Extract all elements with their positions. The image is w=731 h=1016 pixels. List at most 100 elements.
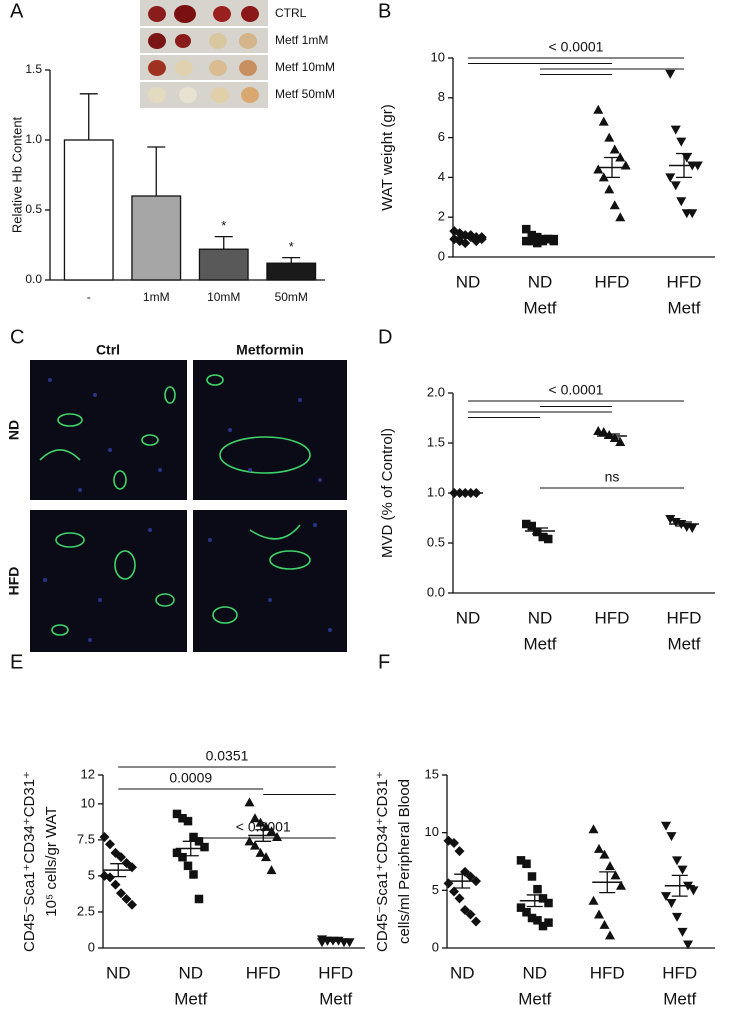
y-tick-label: 0.5 xyxy=(25,202,42,216)
significance-label: * xyxy=(289,239,294,254)
x-tick-label: HFD xyxy=(595,272,630,291)
pellet xyxy=(211,87,229,103)
data-point xyxy=(127,899,137,910)
inset-label: CTRL xyxy=(275,6,307,20)
data-point xyxy=(598,172,609,182)
data-point xyxy=(110,879,121,890)
data-point xyxy=(544,918,553,927)
bar xyxy=(63,139,114,281)
y-axis-label: CD45⁻Sca1⁺CD34⁺CD31⁺ xyxy=(21,771,38,952)
y-tick-label: 0.5 xyxy=(427,534,445,549)
data-point xyxy=(116,888,126,899)
row-label: ND xyxy=(6,420,22,440)
x-tick-label: HFD xyxy=(246,963,281,982)
data-point xyxy=(593,104,604,114)
data-point xyxy=(544,534,553,544)
y-tick-label: 8 xyxy=(438,89,445,104)
pellet xyxy=(241,6,259,22)
data-point xyxy=(681,153,692,163)
micrograph xyxy=(193,360,347,500)
x-tick-label: 50mM xyxy=(275,290,308,304)
pellet xyxy=(213,6,231,22)
panel-letter: B xyxy=(378,0,391,22)
x-tick-label: HFD xyxy=(667,272,702,291)
x-tick-label: HFD xyxy=(667,608,702,627)
bar xyxy=(266,262,317,281)
data-point xyxy=(244,836,255,846)
y-tick-label: 10 xyxy=(425,824,439,839)
x-tick-label: ND xyxy=(528,608,553,627)
data-point xyxy=(443,878,454,889)
x-tick-label: Metf xyxy=(663,989,696,1008)
data-point xyxy=(194,894,204,904)
data-point xyxy=(676,197,687,207)
y-tick-label: 0 xyxy=(432,939,439,954)
data-point xyxy=(99,831,110,842)
micrographs xyxy=(30,360,347,652)
pellet xyxy=(241,87,259,103)
data-point xyxy=(615,212,626,222)
data-point xyxy=(266,865,277,875)
vessels xyxy=(39,374,311,636)
data-point xyxy=(588,895,599,905)
data-point xyxy=(183,816,193,826)
micrograph xyxy=(30,510,187,652)
data-point xyxy=(594,909,604,919)
x-tick-label: HFD xyxy=(662,963,697,982)
x-tick-label: Metf xyxy=(523,298,556,317)
data-point xyxy=(683,940,693,950)
data-point xyxy=(605,861,615,871)
data-point xyxy=(460,904,470,915)
data-point xyxy=(465,909,476,920)
y-tick-label: 2.5 xyxy=(77,903,95,918)
data-point xyxy=(178,852,187,862)
data-point xyxy=(261,852,271,862)
data-point xyxy=(588,824,599,834)
significance-label: < 0.0001 xyxy=(549,382,604,398)
significance-label: < 0.0001 xyxy=(549,39,604,55)
y-tick-label: 4 xyxy=(438,169,445,184)
nuclei xyxy=(43,378,332,642)
data-point xyxy=(665,515,676,524)
data-point xyxy=(533,884,542,894)
y-tick-label: 1.5 xyxy=(25,62,42,76)
panel-letter: C xyxy=(10,326,24,348)
pellet xyxy=(175,34,191,48)
y-tick-label: 1.0 xyxy=(427,484,445,499)
significance-label: * xyxy=(221,218,226,233)
data-point xyxy=(687,209,698,219)
x-tick-label: ND xyxy=(178,963,203,982)
column-label: Metformin xyxy=(236,342,304,358)
x-tick-label: ND xyxy=(522,963,547,982)
pellet xyxy=(148,33,166,49)
x-tick-label: Metf xyxy=(319,989,352,1008)
inset-label: Metf 10mM xyxy=(275,60,335,74)
data-point xyxy=(670,181,681,191)
data-point xyxy=(105,839,115,850)
data-point xyxy=(666,899,677,909)
data-point xyxy=(661,892,671,902)
pellet xyxy=(179,87,197,103)
micrograph xyxy=(193,510,347,652)
y-tick-label: 6 xyxy=(438,129,445,144)
y-tick-label: 2.0 xyxy=(427,384,445,399)
x-tick-label: HFD xyxy=(318,963,353,982)
y-tick-label: 0 xyxy=(438,248,445,263)
data-point xyxy=(688,886,699,896)
pellet xyxy=(148,87,166,103)
y-axis-label: cells/ml Peripheral Blood xyxy=(396,779,413,944)
data-point xyxy=(189,870,198,879)
data-point xyxy=(615,152,626,162)
data-point xyxy=(676,137,687,147)
data-point xyxy=(609,200,620,210)
data-point xyxy=(471,916,481,927)
data-point xyxy=(454,846,465,857)
x-tick-label: Metf xyxy=(174,989,207,1008)
y-axis-label: WAT weight (gr) xyxy=(379,104,396,210)
x-tick-label: ND xyxy=(456,608,481,627)
data-point xyxy=(672,912,682,922)
y-tick-label: 5 xyxy=(88,867,95,882)
bar xyxy=(198,248,249,281)
data-point xyxy=(609,144,620,154)
x-tick-label: HFD xyxy=(595,608,630,627)
